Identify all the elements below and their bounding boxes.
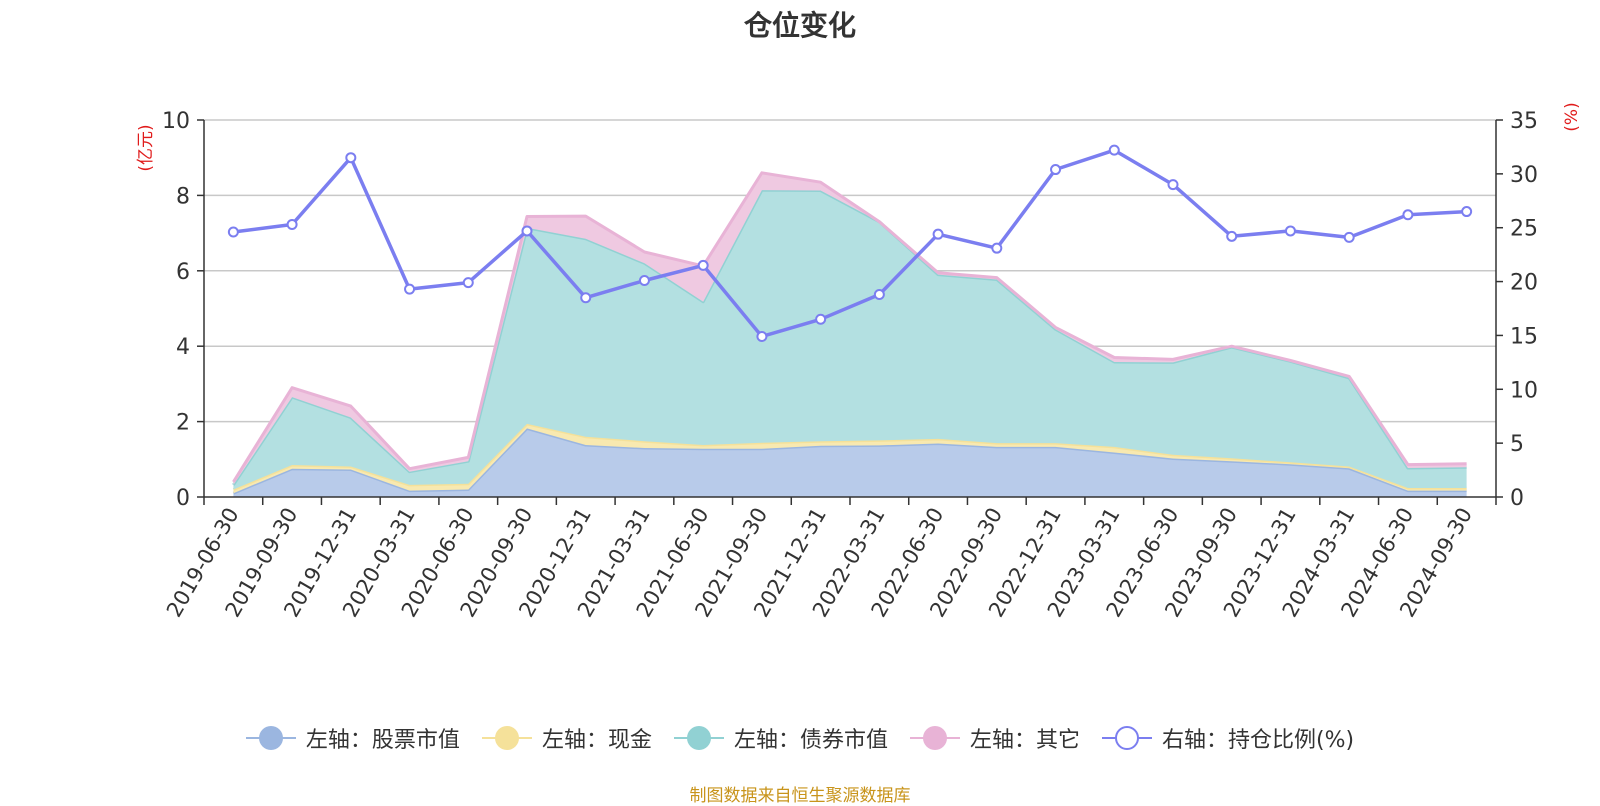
position-ratio-point bbox=[1050, 164, 1062, 176]
legend-item-stock[interactable]: 左轴：股票市值 bbox=[245, 722, 460, 754]
position-ratio-point bbox=[1402, 209, 1414, 221]
position-ratio-point bbox=[286, 218, 298, 230]
left-tick-label: 6 bbox=[176, 260, 190, 285]
position-ratio-point bbox=[1284, 225, 1296, 237]
source-footer: 制图数据来自恒生聚源数据库 bbox=[689, 786, 911, 806]
right-tick-label: 30 bbox=[1510, 163, 1538, 188]
area-series-0 bbox=[233, 428, 1467, 497]
right-tick-label: 0 bbox=[1510, 486, 1524, 511]
legend-item-other[interactable]: 左轴：其它 bbox=[909, 722, 1080, 754]
left-tick-label: 2 bbox=[176, 411, 190, 436]
right-tick-label: 5 bbox=[1510, 432, 1524, 457]
right-tick-label: 35 bbox=[1510, 109, 1538, 134]
position-ratio-point bbox=[1461, 206, 1473, 218]
legend-symbol-other bbox=[909, 724, 960, 752]
legend-item-bond[interactable]: 左轴：债券市值 bbox=[673, 722, 888, 754]
position-ratio-point bbox=[638, 274, 650, 286]
position-ratio-point bbox=[1343, 231, 1355, 243]
position-ratio-point bbox=[521, 225, 533, 237]
position-ratio-point bbox=[227, 226, 239, 238]
position-ratio-point bbox=[873, 288, 885, 300]
left-tick-label: 4 bbox=[176, 335, 190, 360]
position-ratio-point bbox=[697, 259, 709, 271]
position-ratio-point bbox=[1167, 179, 1179, 191]
right-axis-unit-label: (%) bbox=[1562, 102, 1582, 131]
position-ratio-point bbox=[580, 292, 592, 304]
left-tick-label: 10 bbox=[162, 109, 190, 134]
legend-label-stock: 左轴：股票市值 bbox=[305, 728, 460, 753]
legend: 左轴：股票市值 左轴：现金 左轴：债券市值 左轴：其它 右轴：持仓比例(%) bbox=[0, 722, 1600, 754]
left-tick-label: 0 bbox=[176, 486, 190, 511]
position-ratio-point bbox=[345, 152, 357, 164]
position-ratio-point bbox=[1226, 230, 1238, 242]
chart-title: 仓位变化 bbox=[743, 9, 856, 42]
position-ratio-point bbox=[756, 331, 768, 343]
right-tick-label: 10 bbox=[1510, 378, 1538, 403]
area-series-2 bbox=[233, 190, 1467, 490]
legend-symbol-stock bbox=[245, 724, 296, 752]
position-ratio-line bbox=[233, 148, 1467, 339]
position-ratio-point bbox=[404, 283, 416, 295]
right-tick-label: 20 bbox=[1510, 271, 1538, 296]
left-axis-unit-label: (亿元) bbox=[136, 124, 156, 171]
right-tick-label: 15 bbox=[1510, 324, 1538, 349]
position-ratio-point bbox=[1108, 144, 1120, 156]
right-tick-label: 25 bbox=[1510, 217, 1538, 242]
legend-symbol-position-ratio bbox=[1101, 724, 1152, 752]
position-ratio-point bbox=[932, 228, 944, 240]
position-ratio-point bbox=[462, 277, 474, 289]
position-ratio-point bbox=[815, 313, 827, 325]
legend-symbol-cash bbox=[481, 724, 532, 752]
legend-label-bond: 左轴：债券市值 bbox=[733, 728, 888, 753]
legend-label-cash: 左轴：现金 bbox=[541, 728, 652, 753]
legend-symbol-bond bbox=[673, 724, 724, 752]
legend-label-other: 左轴：其它 bbox=[969, 728, 1080, 753]
area-edge-3 bbox=[232, 171, 1467, 483]
legend-item-cash[interactable]: 左轴：现金 bbox=[481, 722, 652, 754]
legend-item-position-ratio[interactable]: 右轴：持仓比例(%) bbox=[1101, 722, 1355, 754]
legend-label-position-ratio: 右轴：持仓比例(%) bbox=[1161, 728, 1355, 753]
position-ratio-point bbox=[991, 242, 1003, 254]
left-tick-label: 8 bbox=[176, 184, 190, 209]
